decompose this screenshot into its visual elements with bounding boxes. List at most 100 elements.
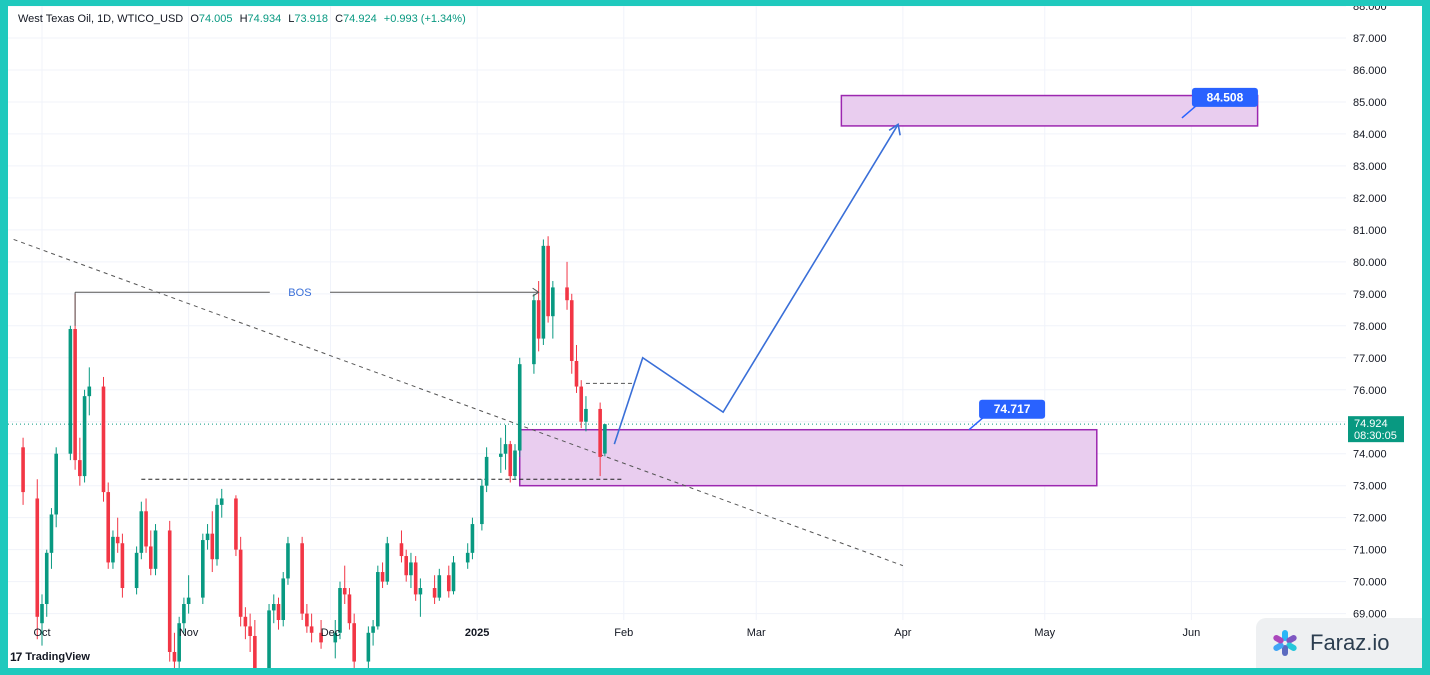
zone-high-tag-pointer	[1181, 105, 1197, 119]
y-tick-label: 83.000	[1353, 161, 1387, 173]
x-tick-label: May	[1034, 627, 1055, 639]
candle-body	[508, 444, 513, 477]
candle-body	[536, 300, 541, 339]
candle-body	[21, 447, 25, 493]
candle-body	[182, 604, 186, 624]
candle-body	[418, 588, 423, 595]
candle-body	[144, 511, 148, 547]
y-tick-label: 80.000	[1353, 257, 1387, 269]
candle-body	[215, 504, 219, 560]
last-price-value: 74.924	[1354, 418, 1388, 430]
candle-body	[499, 453, 503, 457]
y-tick-label: 70.000	[1353, 577, 1387, 589]
last-price-countdown: 08:30:05	[1354, 430, 1397, 442]
chart-frame: BOS 74.717 84.508 69.000 70.000 71.000 72.000 7…	[8, 6, 1422, 668]
candle-body	[371, 626, 375, 633]
candle-body	[186, 597, 191, 605]
candle-body	[413, 562, 418, 595]
candle-body	[569, 300, 574, 361]
candle-body	[532, 300, 536, 365]
x-tick-label: Apr	[894, 627, 911, 639]
candle-body	[309, 626, 314, 633]
candle-body	[35, 498, 40, 617]
candle-body	[153, 530, 158, 569]
y-tick-label: 71.000	[1353, 545, 1387, 557]
x-tick-label: Mar	[747, 627, 766, 639]
zone-low-tag-label: 74.717	[994, 402, 1031, 416]
candle-body	[579, 386, 584, 422]
candle-body	[120, 543, 125, 589]
candle-body	[243, 616, 248, 627]
bos-arrowhead	[532, 287, 540, 297]
candle-body	[40, 604, 44, 624]
candle-body	[409, 562, 413, 576]
candle-body	[598, 408, 602, 457]
candle-body	[101, 386, 106, 493]
descending-trendline	[13, 238, 904, 567]
candle-body	[376, 572, 380, 627]
high-label: H	[239, 13, 248, 25]
target-zone	[840, 94, 1259, 127]
candle-body	[172, 651, 177, 662]
y-tick-label: 69.000	[1353, 609, 1387, 621]
candle-body	[78, 460, 82, 477]
candle-body	[446, 575, 451, 592]
symbol-header: West Texas Oil, 1D, WTICO_USD O74.005 H7…	[18, 13, 466, 25]
candle-body	[201, 540, 205, 598]
candle-body	[219, 498, 224, 505]
candle-body	[148, 546, 153, 569]
x-tick-label: Feb	[614, 627, 633, 639]
candle-body	[167, 530, 172, 652]
faraz-badge[interactable]: Faraz.io	[1256, 618, 1422, 668]
x-tick-label: Oct	[33, 627, 50, 639]
high-value: 74.934	[247, 13, 282, 25]
y-tick-label: 86.000	[1353, 65, 1387, 77]
candle-body	[584, 408, 588, 422]
y-tick-label: 85.000	[1353, 97, 1387, 109]
x-tick-label: Nov	[179, 627, 199, 639]
candle-body	[234, 498, 238, 550]
candle-body	[546, 245, 550, 317]
close-label: C	[335, 13, 344, 25]
candle-body	[49, 514, 54, 553]
candle-body	[44, 552, 49, 605]
candle-body	[603, 424, 607, 454]
candle-body	[305, 613, 309, 627]
zone-low-tag-bg	[979, 399, 1046, 419]
candle-body	[437, 575, 442, 598]
candle-body	[111, 536, 115, 563]
candle-body	[451, 562, 456, 592]
candle-body	[73, 328, 77, 461]
faraz-logo-icon	[1273, 630, 1297, 656]
open-value: 74.005	[198, 13, 233, 25]
candle-body	[115, 536, 120, 544]
y-tick-label: 73.000	[1353, 481, 1387, 493]
candle-body	[210, 533, 215, 560]
faraz-site: Faraz.io	[1310, 630, 1390, 655]
candle-body	[385, 543, 390, 582]
candle-body	[380, 572, 385, 582]
candle-body	[139, 511, 144, 553]
candle-body	[513, 450, 517, 477]
low-label: L	[288, 13, 295, 25]
price-chart[interactable]: BOS 74.717 84.508 69.000 70.000 71.000 72.000 7…	[8, 6, 1422, 668]
candle-body	[432, 588, 437, 598]
y-tick-label: 87.000	[1353, 33, 1387, 45]
candle-body	[248, 626, 252, 636]
candle-body	[54, 453, 58, 515]
candle-body	[503, 444, 508, 454]
candle-body	[480, 485, 484, 525]
y-tick-label: 74.000	[1353, 449, 1387, 461]
y-tick-label: 78.000	[1353, 321, 1387, 333]
candle-body	[399, 543, 404, 557]
open-label: O	[190, 13, 199, 25]
candle-body	[87, 386, 92, 397]
zone-high-tag-label: 84.508	[1207, 90, 1244, 104]
candle-body	[106, 492, 111, 563]
candle-body	[517, 364, 522, 451]
candle-body	[470, 524, 475, 553]
candle-body	[238, 549, 243, 617]
candle-body	[276, 604, 281, 620]
y-tick-label: 72.000	[1353, 513, 1387, 525]
candle-body	[286, 543, 290, 579]
